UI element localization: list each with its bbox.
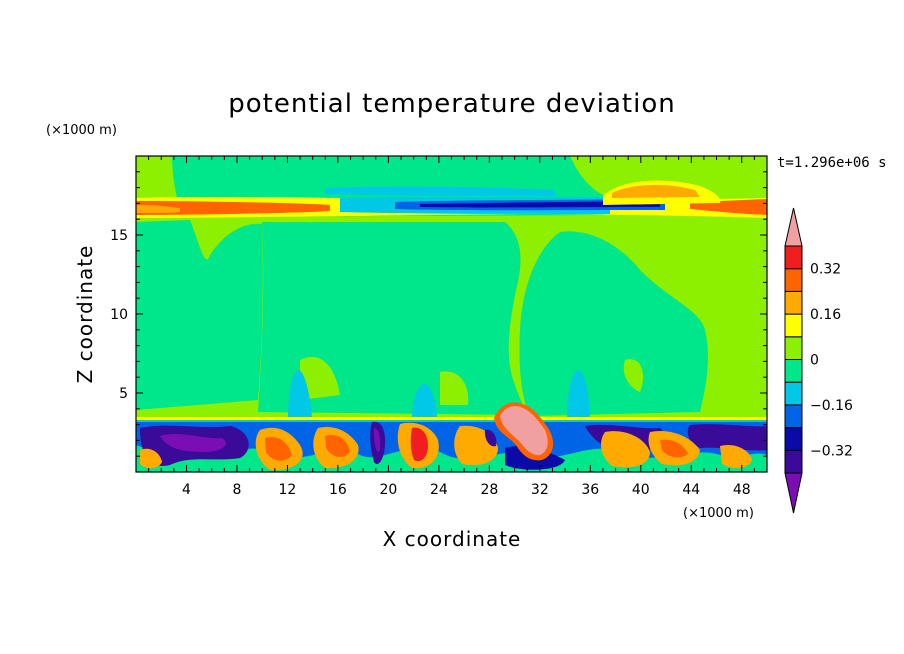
field-region — [660, 439, 688, 458]
field-region — [623, 359, 644, 392]
field-region — [136, 201, 330, 215]
y-axis: 5 10 15 — [110, 171, 767, 457]
field-region — [410, 427, 428, 462]
field-region — [720, 444, 752, 469]
y-axis-label: Z coordinate — [73, 245, 97, 384]
field-region — [687, 424, 767, 451]
colorbar-tick-label: 0.16 — [810, 307, 841, 323]
y-unit-label: (×1000 m) — [46, 123, 117, 138]
y-tick-label: 15 — [110, 228, 128, 244]
colorbar-swatch — [784, 404, 803, 429]
field-region — [140, 448, 162, 469]
colorbar-min-extension — [784, 472, 803, 514]
colorbar-swatch — [784, 336, 803, 360]
x-tick-label: 20 — [379, 482, 397, 498]
colorbar-tick-label: −0.32 — [810, 443, 853, 459]
colorbar-swatch — [784, 313, 803, 338]
x-axis: 4 8 12 16 20 24 28 32 36 40 44 48 — [148, 156, 755, 498]
colorbar: 0.32 0.16 0 −0.16 −0.32 — [784, 207, 853, 514]
field-region — [440, 371, 469, 405]
field-region — [160, 434, 226, 452]
colorbar-swatch — [784, 449, 803, 474]
x-tick-label: 8 — [232, 482, 241, 498]
field-region — [136, 220, 263, 410]
y-tick-label: 5 — [119, 386, 128, 402]
x-unit-label: (×1000 m) — [683, 506, 754, 521]
x-tick-label: 16 — [329, 482, 347, 498]
colorbar-tick-label: 0.32 — [810, 262, 841, 278]
x-axis-label: X coordinate — [383, 527, 522, 551]
y-tick-label: 10 — [110, 307, 128, 323]
colorbar-max-extension — [784, 207, 803, 247]
field-region — [519, 231, 708, 416]
field-region — [288, 370, 312, 418]
field-region — [500, 406, 548, 456]
field-region — [612, 184, 700, 198]
colorbar-swatch — [784, 245, 803, 270]
field-region — [136, 205, 180, 213]
colorbar-swatch — [784, 427, 803, 451]
x-tick-label: 24 — [430, 482, 448, 498]
field-region — [420, 201, 660, 208]
colorbar-swatch — [784, 290, 803, 315]
x-tick-label: 44 — [682, 482, 700, 498]
x-tick-label: 12 — [279, 482, 297, 498]
x-tick-label: 4 — [182, 482, 191, 498]
field-region — [600, 431, 650, 468]
field-region — [325, 434, 350, 457]
field-region — [265, 436, 292, 461]
field-region — [567, 370, 590, 418]
colorbar-swatch — [784, 268, 803, 292]
x-tick-label: 28 — [480, 482, 498, 498]
field-region — [325, 186, 555, 196]
x-tick-label: 32 — [531, 482, 549, 498]
colorbar-swatch — [784, 359, 803, 383]
x-tick-label: 36 — [581, 482, 599, 498]
colorbar-tick-label: 0 — [810, 353, 819, 369]
field-region — [412, 384, 437, 418]
field-region — [484, 429, 497, 447]
x-tick-label: 48 — [733, 482, 751, 498]
chart-title: potential temperature deviation — [228, 89, 675, 119]
x-tick-label: 40 — [632, 482, 650, 498]
field-region — [300, 356, 340, 400]
field-region — [374, 428, 381, 452]
contour-field — [136, 156, 767, 472]
colorbar-swatch — [784, 381, 803, 406]
time-label: t=1.296e+06 s — [777, 155, 887, 171]
colorbar-tick-label: −0.16 — [810, 398, 853, 414]
